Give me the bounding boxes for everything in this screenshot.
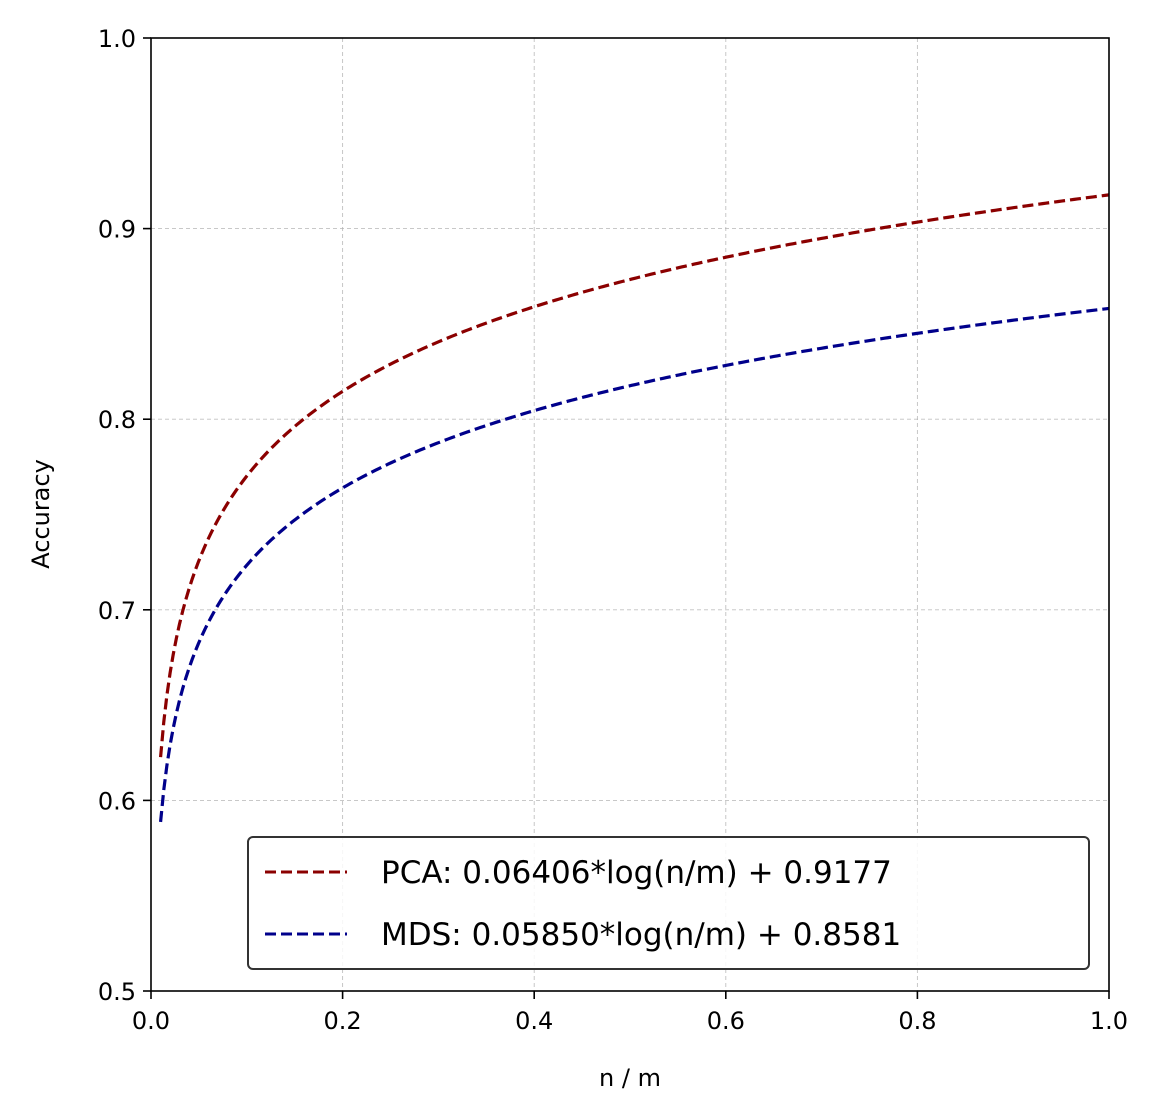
y-tick-label: 0.5 xyxy=(98,978,136,1006)
legend-label-mds: MDS: 0.05850*log(n/m) + 0.8581 xyxy=(381,917,901,953)
plot-frame xyxy=(150,37,1110,992)
x-tick-label: 0.8 xyxy=(898,1007,936,1035)
y-tick-label: 0.6 xyxy=(98,787,136,815)
series-layer xyxy=(158,193,1110,823)
series-line-pca xyxy=(158,193,1110,758)
legend-box xyxy=(247,836,1090,970)
legend-label-pca: PCA: 0.06406*log(n/m) + 0.9177 xyxy=(381,855,892,891)
x-tick-label: 0.0 xyxy=(132,1007,170,1035)
x-tick-label: 0.2 xyxy=(324,1007,362,1035)
series-line-mds xyxy=(158,306,1110,823)
y-tick-label: 1.0 xyxy=(98,25,136,53)
x-axis-label: n / m xyxy=(599,1064,661,1092)
x-tick-label: 1.0 xyxy=(1090,1007,1128,1035)
plot-background xyxy=(151,38,1109,991)
legend: PCA: 0.06406*log(n/m) + 0.9177 MDS: 0.05… xyxy=(247,836,1090,970)
y-tick-label: 0.9 xyxy=(98,216,136,244)
ticks: 0.0 0.2 0.4 0.6 0.8 1.0 0.5 0.6 0.7 0.8 0.9 1.0 xyxy=(98,25,1128,1035)
y-tick-label: 0.7 xyxy=(98,597,136,625)
y-tick-label: 0.8 xyxy=(98,406,136,434)
y-axis-label: Accuracy xyxy=(27,459,55,569)
x-tick-label: 0.6 xyxy=(707,1007,745,1035)
x-tick-label: 0.4 xyxy=(515,1007,553,1035)
